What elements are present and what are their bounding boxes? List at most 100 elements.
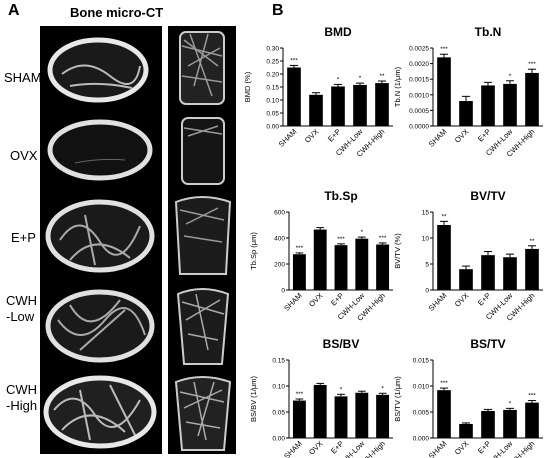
x-tick-label: OVX [303, 127, 321, 145]
ct-3d-cwh-low [168, 280, 236, 370]
x-tick-label: E+P [329, 291, 346, 308]
chart-1: Tb.N Tb.N (1/μm) 0.0000 0.0005 0.0010 0.0015 0… [393, 25, 543, 159]
bar [375, 83, 389, 126]
bar [309, 94, 323, 126]
y-tick-label: 0 [281, 288, 285, 295]
y-tick-label: 0.15 [266, 85, 279, 92]
bar [355, 238, 369, 290]
x-tick-label: SHAM [427, 439, 449, 458]
significance-label: *** [290, 57, 298, 64]
bar [459, 423, 473, 438]
y-tick-label: 0.0015 [409, 77, 429, 84]
bar [313, 229, 327, 290]
y-tick-label: 0.05 [272, 410, 285, 417]
bar [292, 254, 306, 290]
y-tick-label: 0.15 [272, 358, 285, 365]
bar [525, 402, 539, 438]
bar [331, 86, 345, 126]
y-tick-label: 0.00 [266, 124, 279, 131]
x-tick-label: OVX [307, 439, 325, 457]
y-tick-label: 0 [425, 288, 429, 295]
significance-label: *** [440, 46, 448, 53]
y-tick-label: 15 [422, 210, 430, 217]
y-tick-label: 0.000 [413, 436, 430, 443]
y-axis-label: BV/TV (%) [393, 233, 402, 269]
row-label-cwh-high: CWH -High [6, 382, 37, 414]
significance-label: * [509, 73, 512, 80]
significance-label: *** [296, 391, 304, 398]
y-tick-label: 0.0000 [409, 124, 429, 131]
y-tick-label: 5 [425, 262, 429, 269]
bar [287, 67, 301, 126]
x-tick-label: SHAM [277, 127, 299, 149]
significance-label: *** [528, 393, 536, 400]
y-tick-label: 0.00 [272, 436, 285, 443]
x-tick-label: OVX [453, 439, 471, 457]
y-tick-label: 400 [274, 236, 285, 243]
bar [353, 84, 367, 126]
significance-label: * [509, 400, 512, 407]
x-tick-label: SHAM [282, 291, 304, 313]
x-tick-label: E+P [329, 439, 346, 456]
significance-label: *** [296, 245, 304, 252]
y-tick-label: 0.0020 [409, 61, 429, 68]
bar [437, 57, 451, 126]
bar [459, 269, 473, 290]
ct-3d-ovx [168, 108, 236, 190]
ct-cross-section-sham [40, 26, 162, 108]
bar [481, 85, 495, 126]
x-tick-label: E+P [326, 127, 343, 144]
bar [525, 248, 539, 290]
ct-cross-section-cwh-high [40, 370, 162, 454]
bar [437, 225, 451, 290]
bar [334, 245, 348, 290]
y-axis-label: BMD (%) [243, 71, 252, 102]
significance-label: *** [337, 236, 345, 243]
ct-3d-ep [168, 190, 236, 280]
bar [503, 83, 517, 126]
row-label-line: SHAM [4, 70, 42, 85]
y-tick-label: 0.0010 [409, 92, 429, 99]
y-axis-label: BS/BV (1/μm) [249, 376, 258, 422]
significance-label: * [337, 76, 340, 83]
y-tick-label: 0.10 [266, 98, 279, 105]
y-tick-label: 600 [274, 210, 285, 217]
significance-label: *** [379, 235, 387, 242]
y-tick-label: 0.25 [266, 59, 279, 66]
significance-label: ** [379, 73, 385, 80]
bar [481, 410, 495, 438]
y-tick-label: 200 [274, 262, 285, 269]
y-tick-label: 0.20 [266, 72, 279, 79]
y-axis-label: Tb.N (1/μm) [393, 66, 402, 107]
significance-label: * [381, 385, 384, 392]
ct-3d-cwh-high [168, 370, 236, 454]
x-tick-label: SHAM [282, 439, 304, 458]
significance-label: *** [528, 61, 536, 68]
bar [459, 101, 473, 126]
chart-title: Tb.N [475, 25, 502, 39]
y-tick-label: 0.005 [413, 410, 430, 417]
row-label-cwh-low: CWH -Low [6, 293, 37, 325]
x-tick-label: SHAM [427, 291, 449, 313]
x-tick-label: OVX [453, 291, 471, 309]
bar [503, 257, 517, 290]
panel-b-letter: B [272, 2, 284, 19]
row-label-line: OVX [10, 148, 38, 163]
chart-title: BMD [324, 25, 352, 39]
y-axis-label: BS/TV (1/μm) [393, 376, 402, 422]
row-label-line: -High [6, 398, 38, 413]
row-label-line: -Low [6, 309, 35, 324]
bar [292, 400, 306, 438]
bar [313, 384, 327, 438]
bar [355, 392, 369, 438]
row-label-sham: SHAM [4, 70, 42, 86]
y-tick-label: 10 [422, 236, 430, 243]
row-label-line: E+P [11, 230, 36, 245]
x-tick-label: E+P [476, 127, 493, 144]
row-label-line: CWH [6, 293, 38, 308]
bar [437, 390, 451, 438]
x-tick-label: SHAM [427, 127, 449, 149]
